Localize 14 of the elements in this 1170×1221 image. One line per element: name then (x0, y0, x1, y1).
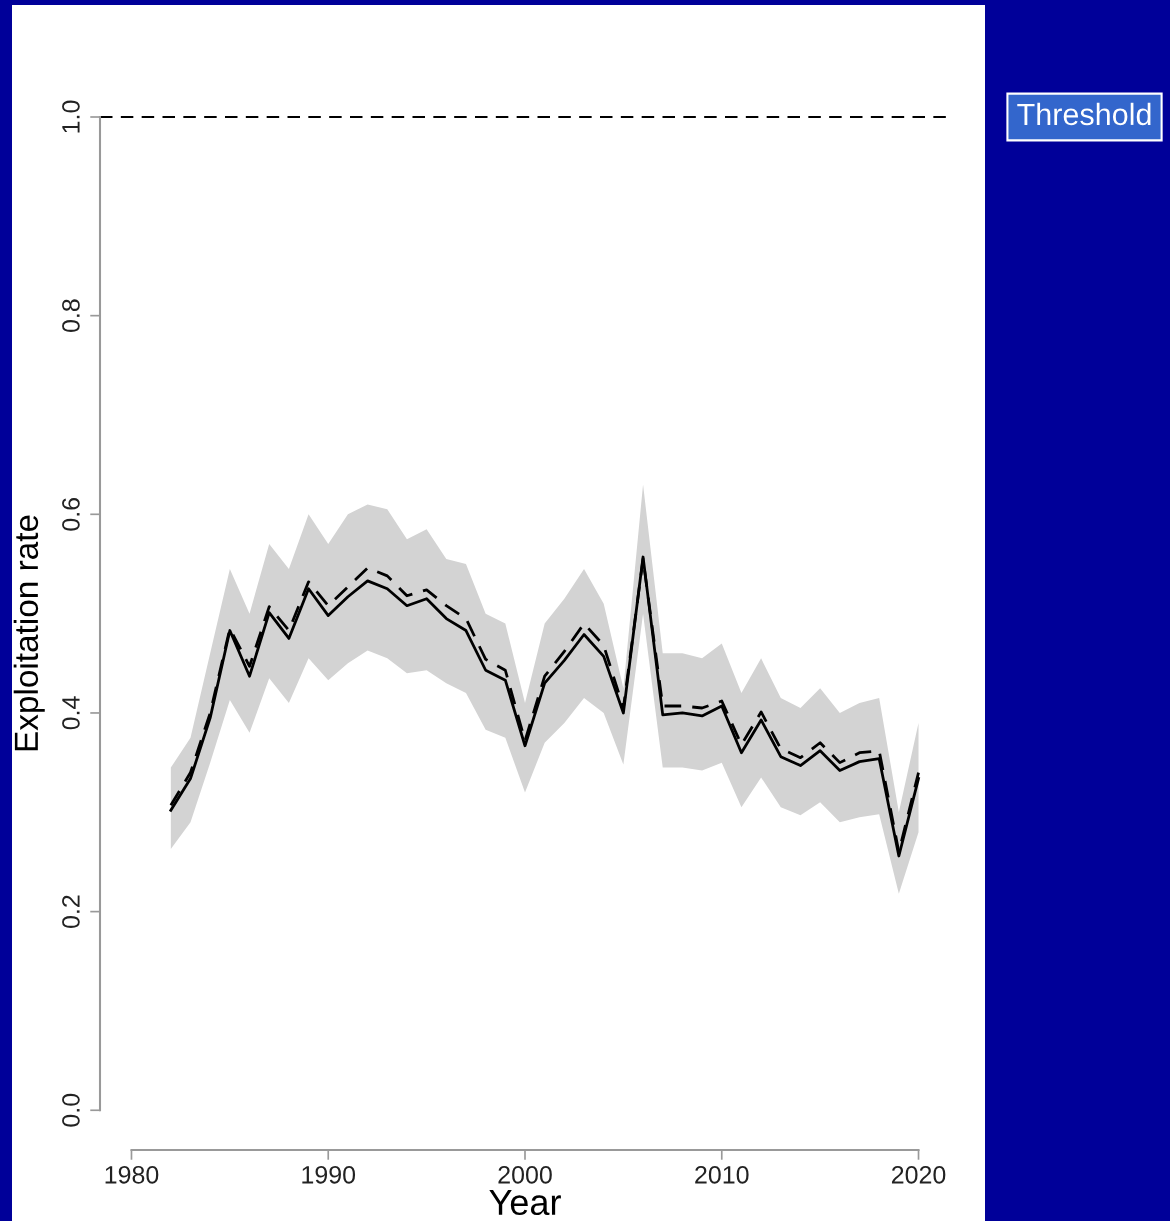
y-axis-title: Exploitation rate (13, 515, 45, 751)
y-tick-label: 1.0 (62, 100, 80, 133)
y-tick-label: 0.4 (62, 696, 80, 730)
x-tick-label: 2000 (498, 1165, 552, 1184)
x-tick-label: 1990 (302, 1165, 356, 1184)
y-tick-label: 0.0 (62, 1093, 80, 1127)
y-tick-label: 0.6 (62, 498, 80, 531)
x-axis-title: Year (489, 1189, 561, 1216)
y-tick-label: 0.2 (62, 895, 80, 929)
ref-line-label: Threshold (1017, 102, 1151, 126)
x-tick-label: 1980 (105, 1165, 159, 1184)
y-tick-label: 0.8 (62, 299, 80, 333)
x-tick-label: 2020 (891, 1165, 946, 1184)
x-tick-label: 2010 (695, 1165, 749, 1184)
